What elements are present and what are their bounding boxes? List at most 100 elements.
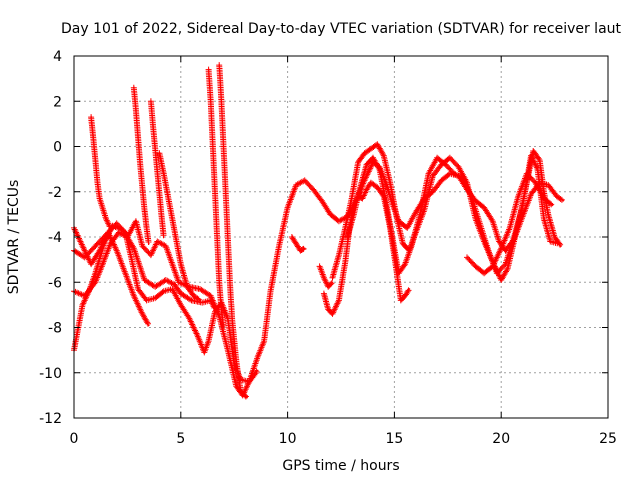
data-point	[487, 249, 490, 252]
data-point	[483, 206, 486, 209]
data-point	[94, 272, 97, 275]
data-point	[81, 245, 84, 247]
data-point	[337, 254, 340, 256]
data-point	[365, 163, 368, 166]
data-point	[90, 263, 92, 266]
series-track-5	[205, 66, 227, 329]
data-point	[530, 154, 533, 157]
data-point	[414, 211, 417, 214]
series-track-16	[464, 170, 555, 277]
data-point	[404, 294, 406, 297]
data-point	[457, 165, 460, 168]
data-point	[231, 317, 233, 320]
data-point	[331, 281, 334, 284]
data-point	[327, 285, 330, 288]
data-point	[551, 204, 554, 207]
data-point	[365, 188, 368, 191]
data-point	[203, 351, 206, 354]
data-point	[90, 116, 92, 118]
data-point	[132, 247, 135, 250]
data-point	[344, 227, 347, 229]
data-point	[389, 181, 392, 184]
data-point	[500, 247, 503, 250]
data-point	[461, 177, 464, 180]
data-point	[162, 290, 165, 293]
data-point	[94, 245, 97, 247]
data-point	[115, 222, 118, 225]
y-tick-label: -2	[48, 185, 62, 201]
data-point	[149, 100, 152, 103]
data-point	[521, 204, 524, 207]
data-point	[160, 215, 163, 218]
data-point	[331, 313, 334, 315]
data-point	[402, 242, 404, 245]
data-point	[329, 213, 332, 216]
data-point	[141, 245, 144, 247]
data-point	[196, 335, 199, 338]
data-point	[207, 340, 210, 342]
data-point	[530, 193, 533, 195]
data-point	[384, 181, 387, 184]
data-point	[117, 231, 120, 234]
data-point	[132, 294, 135, 297]
data-point	[156, 170, 159, 173]
data-point	[171, 288, 174, 290]
data-point	[500, 279, 503, 281]
data-point	[410, 245, 413, 247]
data-point	[549, 240, 552, 243]
data-point	[171, 218, 174, 220]
data-point	[378, 168, 381, 171]
x-tick-label: 25	[599, 431, 617, 447]
data-point	[372, 156, 374, 159]
data-point	[436, 156, 439, 159]
data-point	[179, 292, 182, 295]
data-point	[246, 396, 248, 399]
series-track-7	[88, 114, 113, 230]
data-point	[506, 267, 509, 270]
data-point	[256, 356, 259, 358]
data-point	[96, 181, 99, 184]
data-point	[137, 288, 139, 290]
y-tick-label: -8	[48, 321, 62, 337]
data-point	[201, 301, 204, 304]
data-point	[92, 136, 95, 139]
data-point	[94, 281, 97, 284]
series-track-8	[130, 84, 152, 245]
data-point	[109, 242, 112, 245]
y-tick-label: -12	[39, 411, 62, 427]
data-point	[534, 181, 537, 184]
data-point	[543, 218, 545, 220]
data-point	[100, 265, 103, 268]
chart-title: Day 101 of 2022, Sidereal Day-to-day VTE…	[61, 21, 622, 37]
data-point	[431, 175, 434, 177]
y-tick-label: -4	[48, 230, 62, 246]
data-point	[177, 281, 180, 284]
data-point	[312, 188, 315, 191]
axis-ticks: 0 5 10 15 20 25 -12 -10 -8 -6 -4 -2 0 2 4	[39, 49, 617, 447]
data-point	[222, 326, 225, 329]
data-point	[491, 220, 494, 223]
data-point	[263, 340, 266, 342]
data-point	[361, 197, 364, 200]
data-point	[186, 285, 189, 288]
data-point	[453, 172, 456, 175]
data-point	[346, 236, 349, 238]
data-point	[337, 299, 340, 302]
data-point	[525, 172, 528, 175]
data-point	[190, 299, 193, 302]
data-point	[103, 242, 105, 245]
data-point	[562, 199, 565, 202]
data-point	[81, 303, 84, 306]
data-point	[94, 159, 97, 161]
data-point	[359, 186, 362, 189]
data-point	[115, 249, 118, 252]
data-point	[474, 265, 477, 268]
data-point	[504, 249, 507, 252]
data-point	[404, 263, 406, 266]
data-point	[547, 213, 550, 216]
data-point	[226, 236, 229, 238]
data-point	[216, 236, 219, 238]
data-point	[397, 272, 400, 275]
data-point	[444, 163, 447, 166]
